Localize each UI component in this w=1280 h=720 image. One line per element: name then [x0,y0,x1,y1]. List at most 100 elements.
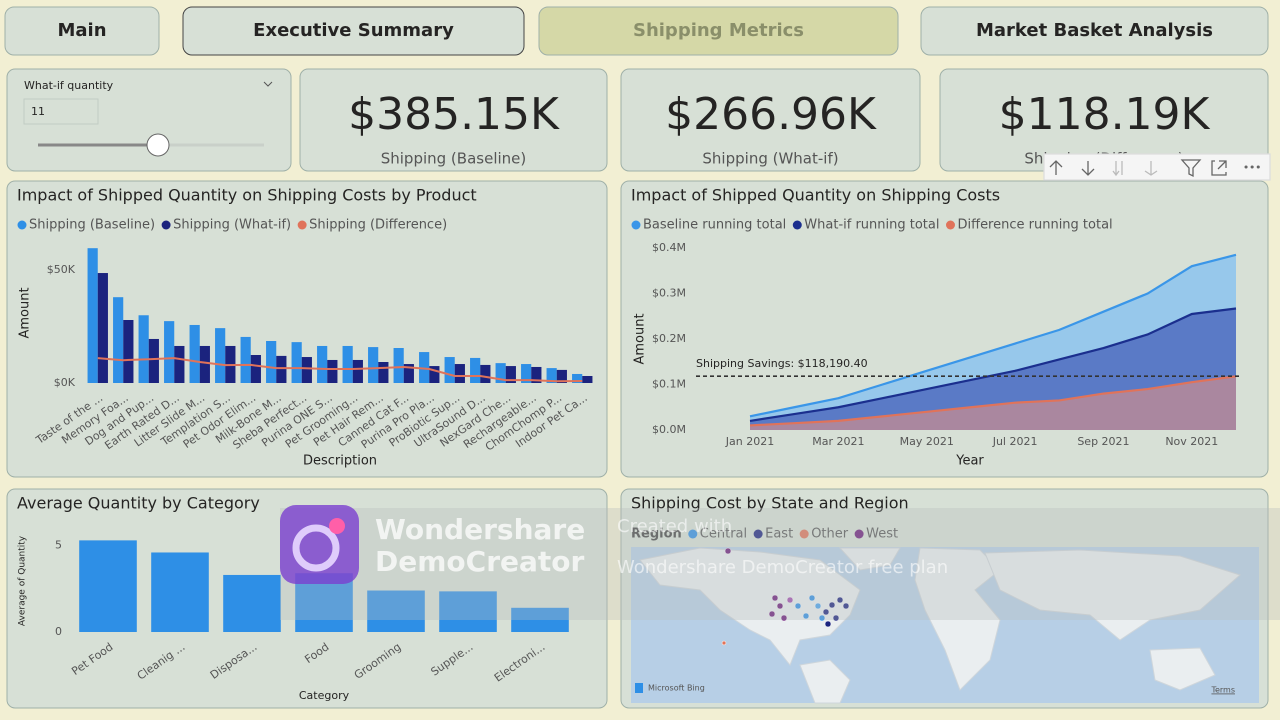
expand-all-icon[interactable] [1144,161,1158,176]
bar [546,368,557,383]
bar [531,366,542,383]
legend-label[interactable]: What-if running total [804,218,939,233]
nav-tab-label[interactable]: Market Basket Analysis [976,20,1213,41]
line [749,307,1237,422]
watermark-band [280,508,1280,620]
y-axis-title: Amount [18,287,33,338]
x-axis-title: Year [955,454,984,469]
legend-label[interactable]: Shipping (What-if) [173,218,291,233]
map-land [1149,647,1216,691]
bar [164,321,175,383]
bar [87,248,98,383]
map-point [794,602,802,610]
x-tick-label: Mar 2021 [812,435,864,448]
bar [123,320,134,383]
bar [113,297,124,383]
kpi-value: $385.15K [348,89,560,140]
map-point [808,594,816,602]
bar [429,366,440,383]
bar [151,552,209,632]
watermark-brand: DemoCreator [375,545,585,578]
y-tick-label: $50K [47,263,76,276]
dropdown-icon[interactable] [263,81,273,87]
bar [342,345,353,383]
visual-toolbar [1043,153,1271,181]
legend-label[interactable]: East [765,527,793,542]
bar [276,355,287,383]
chart-title: Impact of Shipped Quantity on Shipping C… [17,186,477,205]
map-terms[interactable]: Terms [1210,686,1235,695]
bar [378,362,389,383]
drill-down-icon[interactable] [1081,161,1095,176]
watermark-note: Created with [617,516,732,537]
bar [367,590,425,632]
y-tick-label: $0.2M [652,332,686,345]
line [749,253,1237,418]
legend-label[interactable]: Central [700,527,747,542]
nav-tab[interactable] [4,6,160,56]
watermark-logo-ring [292,524,340,572]
legend-label[interactable]: Other [811,527,849,542]
map-point [768,610,776,618]
legend-label[interactable]: West [866,527,898,542]
map-point [832,614,840,622]
map-attribution: Microsoft Bing [648,684,705,693]
legend-swatch [161,220,171,230]
x-tick-label: Jan 2021 [725,435,774,448]
kpi-value: $118.19K [999,89,1211,140]
bar [97,273,108,383]
map-point [802,612,810,620]
bar [419,352,430,383]
bar [215,328,226,383]
bar [223,574,281,632]
bar [582,376,593,383]
legend-swatch [854,529,864,539]
legend-label[interactable]: Baseline running total [643,218,786,233]
map-point [822,608,830,616]
slider-handle[interactable] [146,133,170,157]
legend-label[interactable]: Shipping (Difference) [309,218,447,233]
bar [327,359,338,383]
nav-tab[interactable] [538,6,899,56]
charts: Impact of Shipped Quantity on Shipping C… [6,180,1269,709]
map-point [724,547,732,555]
chart-title: Impact of Shipped Quantity on Shipping C… [631,186,1000,205]
legend-label[interactable]: Difference running total [957,218,1112,233]
nav-tab[interactable] [182,6,525,56]
expand-icon[interactable] [1112,161,1123,177]
x-tick-label: Nov 2021 [1165,435,1218,448]
x-tick-label: Jul 2021 [992,435,1038,448]
slicer-input[interactable] [23,98,99,125]
bar [521,364,532,383]
nav-tab-label[interactable]: Executive Summary [253,20,454,41]
legend-label[interactable]: Shipping (Baseline) [29,218,155,233]
legend-swatch [631,220,641,230]
drill-up-icon[interactable] [1049,160,1063,175]
nav-tab-label[interactable]: Shipping Metrics [633,20,804,41]
slicer-value[interactable]: 11 [31,105,45,118]
watermark-logo-dot [329,518,345,534]
filter-icon[interactable] [1180,159,1202,178]
bar [480,364,491,383]
x-tick-label: Sep 2021 [1077,435,1129,448]
map-point [836,596,844,604]
bar [189,324,200,383]
reference-label: Shipping Savings: $118,190.40 [696,357,868,370]
legend-swatch [17,220,27,230]
focus-icon[interactable] [1211,160,1227,176]
chart-card [6,180,608,478]
y-tick-label: $0.0M [652,423,686,436]
line [749,375,1237,427]
map-land [838,547,901,571]
map-point [786,596,794,604]
bar [368,347,379,383]
kpi-value: $266.96K [665,89,877,140]
legend-title: Region [631,527,682,542]
y-tick-label: $0.3M [652,287,686,300]
chart-title: Shipping Cost by State and Region [631,494,909,513]
nav-tab[interactable] [920,6,1269,56]
difference-line [97,357,583,383]
bar [199,345,210,383]
kpi-content: $385.15K Shipping (Baseline) [348,89,560,168]
nav-tab-label[interactable]: Main [57,20,106,41]
